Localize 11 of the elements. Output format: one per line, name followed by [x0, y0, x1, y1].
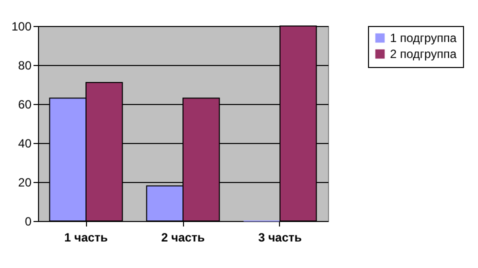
x-tick-label: 3 часть: [258, 230, 302, 244]
y-tick-label: 20: [18, 176, 32, 190]
x-tick-label: 1 часть: [64, 230, 108, 244]
y-tick-label: 40: [18, 136, 32, 150]
legend-label: 1 подгруппа: [390, 31, 457, 45]
y-tick-label: 60: [18, 98, 32, 112]
legend-label: 2 подгруппа: [390, 47, 457, 61]
y-tick-label: 0: [24, 214, 32, 228]
y-tick-label: 80: [18, 58, 32, 72]
x-tick-label: 2 часть: [161, 230, 205, 244]
y-tick-label: 100: [11, 20, 32, 34]
